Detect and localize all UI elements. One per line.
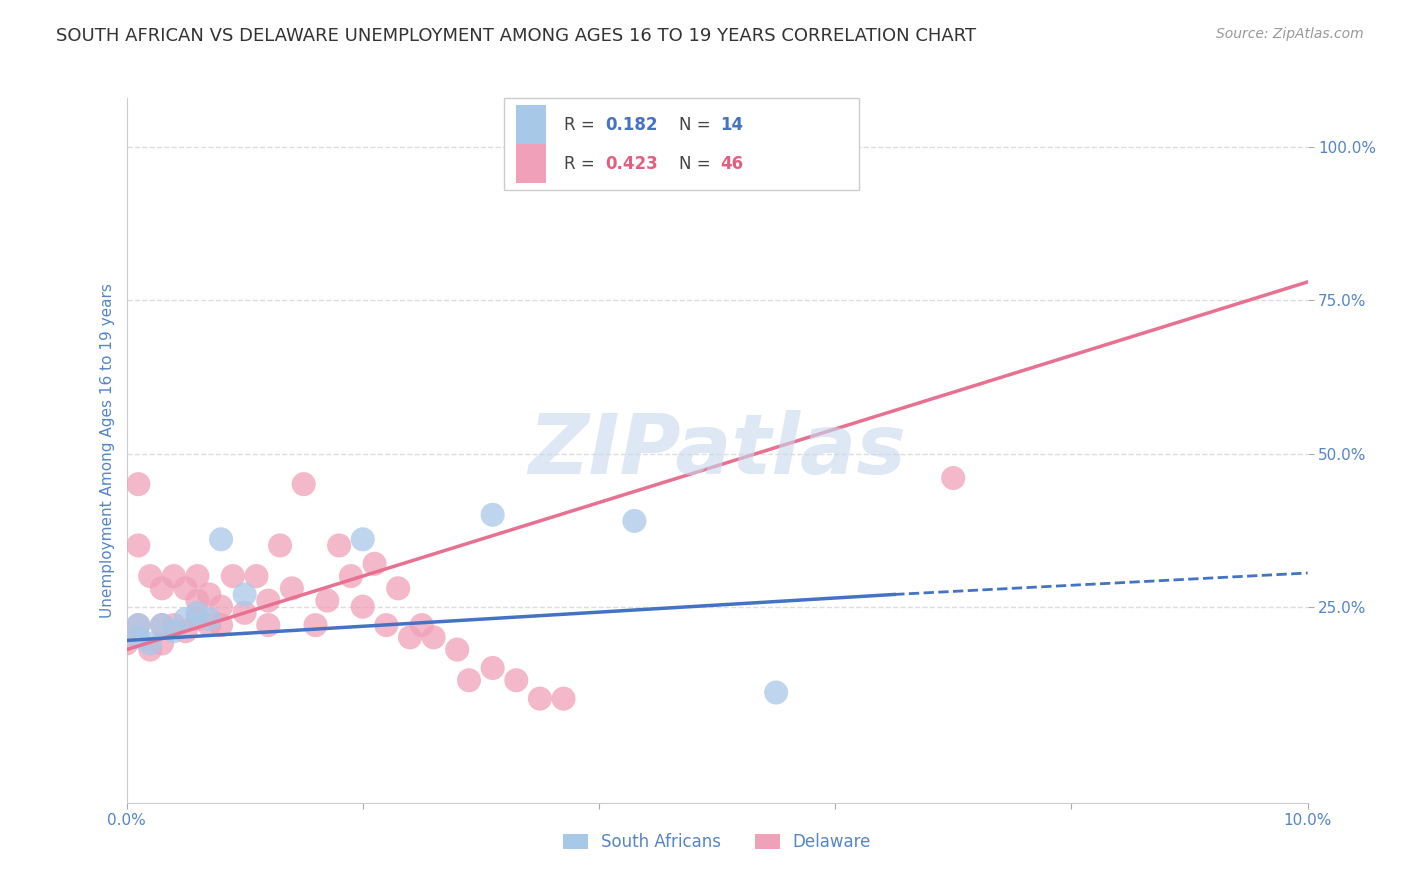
Point: [150, 618, 173, 632]
Text: 46: 46: [721, 154, 744, 173]
Point: [127, 618, 149, 632]
Point: [163, 618, 186, 632]
Point: [363, 557, 385, 571]
Point: [399, 631, 422, 645]
Point: [411, 618, 433, 632]
Point: [174, 612, 197, 626]
Point: [942, 471, 965, 485]
Point: [352, 599, 374, 614]
Point: [174, 624, 197, 639]
Text: R =: R =: [564, 154, 599, 173]
Point: [553, 691, 575, 706]
Point: [316, 593, 339, 607]
Point: [174, 582, 197, 596]
FancyBboxPatch shape: [516, 105, 546, 144]
FancyBboxPatch shape: [516, 144, 546, 183]
Point: [150, 618, 173, 632]
Point: [292, 477, 315, 491]
Point: [481, 661, 503, 675]
Point: [127, 538, 149, 552]
Point: [623, 514, 645, 528]
Text: R =: R =: [564, 116, 599, 134]
Point: [269, 538, 291, 552]
Point: [186, 569, 208, 583]
Point: [163, 624, 186, 639]
Point: [328, 538, 350, 552]
Point: [233, 587, 256, 601]
Point: [458, 673, 481, 688]
Point: [150, 636, 173, 650]
Point: [198, 587, 221, 601]
Point: [352, 533, 374, 547]
Text: SOUTH AFRICAN VS DELAWARE UNEMPLOYMENT AMONG AGES 16 TO 19 YEARS CORRELATION CHA: SOUTH AFRICAN VS DELAWARE UNEMPLOYMENT A…: [56, 27, 976, 45]
Point: [150, 582, 173, 596]
Text: 0.423: 0.423: [605, 154, 658, 173]
Point: [422, 631, 444, 645]
Point: [446, 642, 468, 657]
Point: [387, 582, 409, 596]
Point: [209, 599, 232, 614]
Point: [257, 593, 280, 607]
Point: [304, 618, 326, 632]
Y-axis label: Unemployment Among Ages 16 to 19 years: Unemployment Among Ages 16 to 19 years: [100, 283, 115, 618]
Point: [375, 618, 398, 632]
Point: [139, 569, 162, 583]
Point: [257, 618, 280, 632]
Point: [245, 569, 267, 583]
Point: [198, 612, 221, 626]
Point: [127, 618, 149, 632]
Text: N =: N =: [679, 154, 716, 173]
Point: [765, 685, 787, 699]
Text: N =: N =: [679, 116, 716, 134]
Point: [186, 593, 208, 607]
Point: [209, 533, 232, 547]
Point: [281, 582, 304, 596]
Point: [505, 673, 527, 688]
Point: [127, 631, 149, 645]
Point: [529, 691, 551, 706]
Point: [127, 477, 149, 491]
Point: [139, 636, 162, 650]
Point: [163, 569, 186, 583]
Text: ZIPatlas: ZIPatlas: [529, 410, 905, 491]
Point: [186, 606, 208, 620]
Point: [233, 606, 256, 620]
Text: 14: 14: [721, 116, 744, 134]
Point: [340, 569, 363, 583]
Point: [139, 642, 162, 657]
Point: [186, 612, 208, 626]
Text: Source: ZipAtlas.com: Source: ZipAtlas.com: [1216, 27, 1364, 41]
Point: [222, 569, 245, 583]
FancyBboxPatch shape: [505, 98, 859, 190]
Point: [198, 618, 221, 632]
Point: [115, 636, 138, 650]
Point: [209, 618, 232, 632]
Legend: South Africans, Delaware: South Africans, Delaware: [557, 827, 877, 858]
Text: 0.182: 0.182: [605, 116, 658, 134]
Point: [481, 508, 503, 522]
